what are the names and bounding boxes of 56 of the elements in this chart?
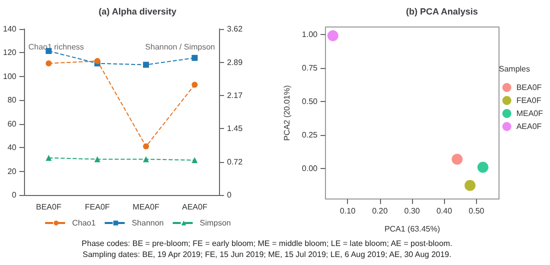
y-tick-label: 20 (7, 166, 17, 176)
y-tick-label: 120 (2, 48, 17, 58)
point (143, 143, 150, 150)
y-tick-label: 140 (2, 24, 17, 34)
chart-title: (b) PCA Analysis (406, 6, 478, 16)
legend-label: MEA0F (516, 109, 544, 118)
x-tick-label: 0.10 (340, 206, 356, 216)
y2-tick-label: 2.17 (227, 90, 244, 100)
y-tick-label: 0.25 (302, 130, 318, 140)
x-axis-title: PCA1 (63.45%) (384, 224, 440, 234)
legend-label: Chao1 (72, 218, 96, 228)
legend-label: Simpson (200, 218, 231, 228)
y2-tick-label: 2.89 (227, 58, 244, 67)
x-tick-label: BEA0F (36, 202, 62, 212)
legend-label: Shannon (132, 218, 164, 228)
y-tick-label: 1.00 (302, 30, 318, 39)
y-tick-label: 40 (7, 143, 17, 152)
point (327, 30, 338, 42)
legend-label: BEA0F (516, 83, 542, 92)
point (94, 156, 100, 162)
point (464, 180, 476, 191)
y-tick-label: 0 (12, 190, 17, 200)
legend-title: Samples (498, 64, 530, 74)
y-tick-label: 0.00 (302, 164, 318, 174)
point (143, 62, 150, 68)
text: Sampling dates: BE, 19 Apr 2019; FE, 15 Jun 2019; ME, 15 Jul 2019; LE, 6 Aug 2019; AE, 30 Aug 2019. (82, 249, 452, 260)
chart-title: (a) Alpha diversity (98, 6, 176, 16)
x-tick-label: AEA0F (182, 202, 208, 212)
y-tick-label: 100 (2, 72, 17, 81)
x-tick-label: 0.30 (404, 206, 420, 216)
y2-tick-label: 0.72 (227, 157, 244, 166)
y2-tick-label: 3.62 (227, 24, 244, 34)
x-tick-label: 0.50 (468, 206, 485, 216)
legend-label: FEA0F (516, 96, 542, 105)
point (46, 154, 52, 161)
point (192, 157, 198, 164)
y-tick-label: 0.50 (302, 97, 318, 106)
point (192, 54, 198, 61)
y2-axis-title: Shannon / Simpson (145, 42, 215, 52)
x-tick-label: MEA0F (132, 202, 160, 212)
y2-tick-label: 1.45 (227, 124, 244, 134)
point (46, 60, 52, 66)
y-tick-label: 60 (7, 119, 17, 128)
x-tick-label: 0.20 (372, 206, 388, 216)
y-axis-title: PCA2 (20.01%) (282, 84, 292, 141)
x-tick-label: FEA0F (84, 202, 110, 212)
text: Phase codes: BE = pre-bloom; FE = early bloom; ME = middle bloom; LE = late bloom; AE = post-bloom. (80, 238, 454, 249)
y2-tick-label: 0 (227, 190, 232, 200)
point (143, 156, 150, 162)
point (452, 154, 463, 165)
legend-label: AEA0F (516, 122, 542, 131)
point (192, 82, 198, 88)
y-tick-label: 80 (7, 96, 17, 105)
x-tick-label: 0.40 (436, 206, 453, 216)
y-tick-label: 0.75 (302, 63, 318, 72)
point (477, 162, 488, 173)
